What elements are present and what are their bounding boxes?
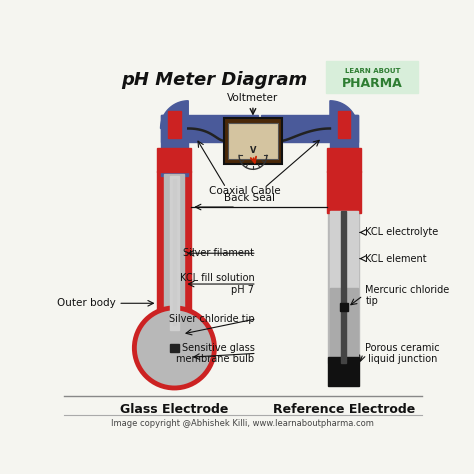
Circle shape — [134, 308, 214, 388]
Polygon shape — [330, 101, 358, 128]
Bar — [170, 344, 179, 352]
Bar — [170, 176, 179, 330]
Text: Outer body: Outer body — [57, 298, 116, 308]
Text: KCL electrolyte: KCL electrolyte — [365, 228, 438, 237]
Text: Mercuric chloride
tip: Mercuric chloride tip — [365, 285, 450, 306]
Text: LEARN ABOUT: LEARN ABOUT — [345, 68, 400, 74]
Text: Glass Electrode: Glass Electrode — [120, 403, 228, 416]
Text: KCL element: KCL element — [365, 254, 427, 264]
Text: Voltmeter: Voltmeter — [228, 93, 279, 103]
Text: Image copyright @Abhishek Killi, www.learnaboutpharma.com: Image copyright @Abhishek Killi, www.lea… — [111, 419, 374, 428]
Text: Sensitive glass
membrane bulb: Sensitive glass membrane bulb — [176, 343, 255, 364]
Bar — [261, 115, 330, 142]
Text: PHARMA: PHARMA — [342, 77, 402, 90]
Bar — [327, 171, 361, 213]
FancyBboxPatch shape — [224, 118, 282, 164]
Text: pH Meter Diagram: pH Meter Diagram — [121, 71, 308, 89]
Bar — [327, 148, 361, 173]
Bar — [330, 115, 358, 176]
Bar — [161, 115, 188, 142]
Bar — [330, 211, 358, 288]
Bar — [161, 115, 188, 176]
Text: Silver chloride tip: Silver chloride tip — [169, 314, 255, 324]
Bar — [326, 61, 419, 93]
Text: Porous ceramic
 liquid junction: Porous ceramic liquid junction — [365, 343, 440, 364]
Bar — [164, 174, 184, 333]
Bar — [340, 303, 347, 311]
Polygon shape — [161, 101, 188, 128]
Bar — [330, 115, 358, 142]
Bar — [228, 123, 278, 158]
Bar — [173, 179, 176, 325]
Text: Coaxial Cable: Coaxial Cable — [210, 186, 281, 196]
Bar — [168, 111, 181, 138]
Bar — [188, 115, 257, 142]
Text: Silver filament: Silver filament — [183, 248, 255, 258]
Text: Back Seal: Back Seal — [224, 193, 274, 203]
Bar — [330, 288, 358, 365]
Text: Reference Electrode: Reference Electrode — [273, 403, 415, 416]
Bar — [337, 111, 350, 138]
Bar — [341, 211, 346, 364]
Bar — [328, 171, 359, 364]
Bar — [157, 171, 191, 333]
Text: KCL fill solution
pH 7: KCL fill solution pH 7 — [180, 273, 255, 295]
Text: V: V — [250, 146, 256, 155]
Bar — [328, 357, 359, 386]
Bar — [157, 148, 191, 173]
